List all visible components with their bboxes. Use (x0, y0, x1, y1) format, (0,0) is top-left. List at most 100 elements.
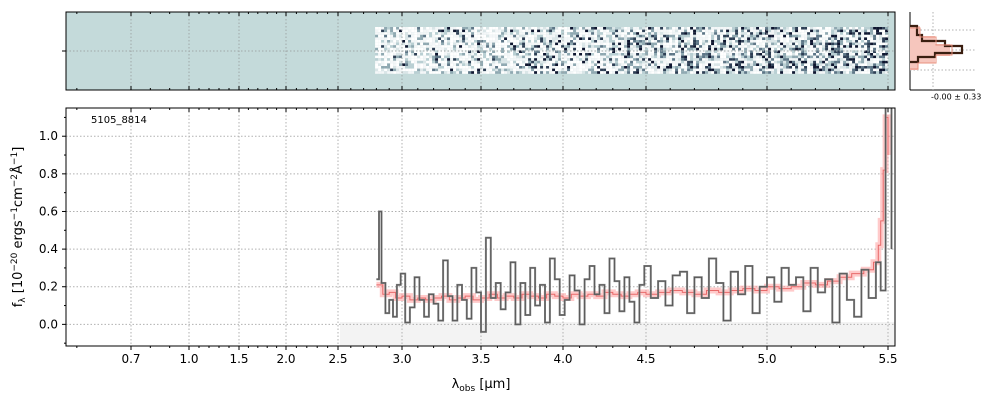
spectrum-2d-pixel (777, 58, 781, 61)
spectrum-2d-pixel (867, 60, 871, 64)
spectrum-2d-pixel (801, 68, 805, 72)
spectrum-2d-pixel (603, 58, 607, 61)
spectrum-2d-pixel (450, 68, 454, 72)
spectrum-2d-pixel (681, 45, 685, 48)
spectrum-2d-pixel (873, 60, 877, 64)
x-tick-label: 4.5 (636, 352, 655, 366)
spectrum-2d-pixel (846, 58, 850, 61)
spectrum-2d-pixel (507, 42, 511, 46)
spectrum-2d-pixel (771, 47, 775, 51)
spectrum-2d-pixel (468, 53, 472, 56)
spectrum-2d-pixel (843, 40, 847, 43)
spectrum-2d-pixel (819, 34, 823, 38)
spectrum-2d-pixel (585, 63, 589, 66)
spectrum-2d-pixel (756, 53, 760, 56)
spectrum-2d-pixel (768, 71, 772, 74)
spectrum-2d-pixel (852, 32, 856, 35)
spectrum-2d-pixel (633, 68, 637, 72)
spectrum-2d-pixel (849, 63, 853, 66)
spectrum-2d-pixel (843, 32, 847, 35)
spectrum-2d-pixel (447, 71, 451, 74)
spectrum-2d-pixel (429, 68, 433, 72)
spectrum-2d-pixel (501, 60, 505, 64)
spectrum-2d-pixel (741, 58, 745, 61)
spectrum-2d-pixel (726, 63, 730, 66)
spectrum-2d-pixel (537, 68, 541, 72)
spectrum-2d-pixel (549, 63, 553, 66)
spectrum-2d-pixel (885, 45, 889, 48)
spectrum-2d-pixel (435, 71, 439, 74)
spectrum-2d-pixel (777, 68, 781, 72)
spectrum-2d-pixel (843, 37, 847, 40)
spectrum-2d-pixel (738, 47, 742, 51)
spectrum-2d-pixel (654, 47, 658, 51)
spectrum-2d-pixel (756, 40, 760, 43)
spectrum-2d-pixel (501, 34, 505, 38)
spectrum-2d-pixel (711, 42, 715, 46)
spectrum-2d-pixel (510, 45, 514, 48)
spectrum-2d-pixel (798, 42, 802, 46)
spectrum-2d-pixel (579, 47, 583, 51)
spectrum-2d-pixel (738, 60, 742, 64)
spectrum-2d-pixel (762, 63, 766, 66)
spectrum-2d-pixel (846, 71, 850, 74)
spectrum-2d-pixel (507, 58, 511, 61)
spectrum-2d-pixel (549, 60, 553, 64)
spectrum-2d-pixel (522, 42, 526, 46)
spectrum-2d-pixel (447, 32, 451, 35)
spectrum-2d-pixel (513, 60, 517, 64)
spectrum-2d-pixel (528, 53, 532, 56)
spectrum-2d-pixel (522, 37, 526, 40)
spectrum-2d-pixel (729, 66, 733, 69)
spectrum-2d-pixel (786, 53, 790, 56)
spectrum-2d-pixel (831, 37, 835, 40)
spectrum-2d-pixel (456, 37, 460, 40)
spectrum-2d-pixel (882, 60, 886, 64)
spectrum-2d-pixel (756, 45, 760, 48)
wavelength-coverage-shade (340, 322, 895, 346)
spectrum-2d-pixel (768, 32, 772, 35)
spectrum-2d-pixel (726, 37, 730, 40)
spectrum-2d-pixel (867, 71, 871, 74)
spectrum-2d-pixel (402, 66, 406, 69)
spectrum-2d-pixel (588, 55, 592, 59)
spectrum-2d-pixel (645, 27, 649, 30)
spectrum-2d-pixel (471, 68, 475, 72)
spectrum-2d-pixel (477, 60, 481, 64)
spectrum-2d-pixel (726, 68, 730, 72)
spectrum-2d-pixel (609, 55, 613, 59)
spectrum-2d-pixel (522, 71, 526, 74)
spectrum-2d-pixel (585, 71, 589, 74)
spectrum-2d-pixel (456, 27, 460, 30)
spectrum-2d-pixel (645, 50, 649, 53)
spectrum-2d-pixel (555, 42, 559, 46)
spectrum-2d-pixel (456, 40, 460, 43)
spectrum-2d-pixel (699, 50, 703, 53)
spectrum-2d-pixel (573, 42, 577, 46)
spectrum-2d-pixel (663, 29, 667, 33)
spectrum-2d-pixel (840, 66, 844, 69)
spectrum-2d-pixel (486, 37, 490, 40)
spectrum-2d-pixel (639, 60, 643, 64)
spectrum-2d-pixel (783, 58, 787, 61)
spectrum-2d-pixel (768, 45, 772, 48)
spectrum-2d-pixel (699, 37, 703, 40)
spectrum-2d-pixel (732, 53, 736, 56)
spectrum-2d-pixel (858, 68, 862, 72)
spectrum-2d-pixel (417, 58, 421, 61)
spectrum-2d-pixel (483, 71, 487, 74)
spectrum-2d-pixel (576, 34, 580, 38)
spectrum-2d-pixel (636, 68, 640, 72)
spectrum-2d-panel (62, 11, 896, 91)
spectrum-2d-pixel (678, 29, 682, 33)
spectrum-2d-pixel (474, 42, 478, 46)
spectrum-2d-pixel (531, 29, 535, 33)
spectrum-2d-pixel (381, 40, 385, 43)
spectrum-2d-pixel (858, 55, 862, 59)
spectrum-2d-pixel (618, 37, 622, 40)
spectrum-2d-pixel (783, 53, 787, 56)
spectrum-2d-pixel (615, 63, 619, 66)
spectrum-2d-pixel (834, 50, 838, 53)
spectrum-2d-pixel (687, 66, 691, 69)
spectrum-2d-pixel (414, 55, 418, 59)
